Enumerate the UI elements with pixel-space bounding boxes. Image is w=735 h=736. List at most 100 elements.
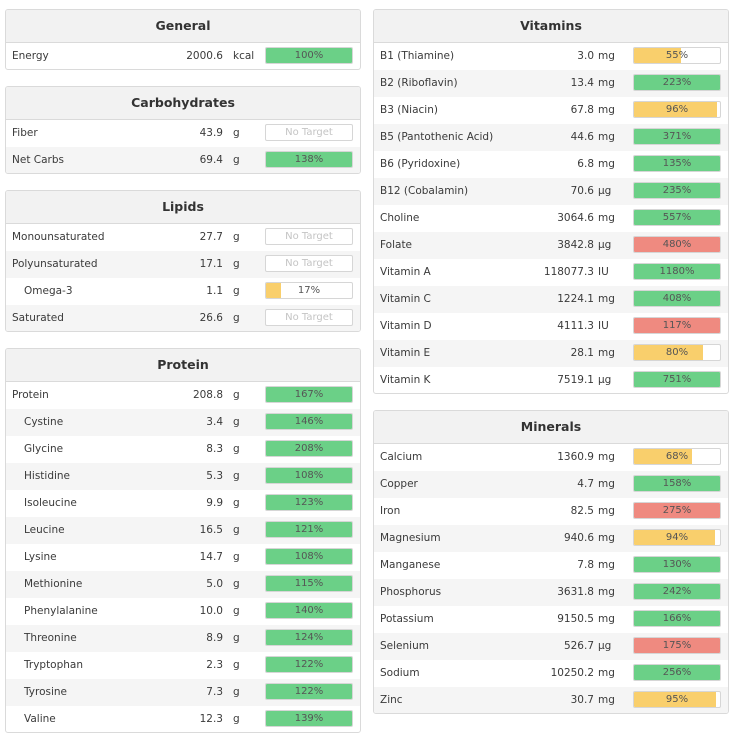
nutrient-name: Polyunsaturated	[12, 258, 98, 270]
nutrient-row-choline[interactable]: Choline 3064.6 mg 557%	[374, 205, 728, 232]
progress-fill	[266, 152, 352, 167]
progress-fill	[266, 283, 281, 298]
nutrient-row-saturated[interactable]: Saturated 26.6 g No Target	[6, 305, 360, 331]
percent-label: 130%	[662, 559, 692, 570]
nutrient-unit: µg	[598, 374, 612, 386]
nutrient-unit: g	[233, 389, 240, 401]
nutrient-row-omega-3[interactable]: Omega-3 1.1 g 17%	[6, 278, 360, 305]
nutrient-unit: g	[233, 578, 240, 590]
percent-label: 751%	[662, 374, 692, 385]
nutrient-name: Energy	[12, 50, 49, 62]
percent-label: 94%	[665, 532, 689, 543]
nutrient-row-phenylalanine[interactable]: Phenylalanine 10.0 g 140%	[6, 598, 360, 625]
minerals-title: Minerals	[374, 411, 728, 444]
nutrient-name: Monounsaturated	[12, 231, 105, 243]
progress-fill	[634, 48, 682, 63]
nutrient-amount: 30.7	[570, 694, 594, 706]
nutrient-amount: 13.4	[570, 77, 594, 89]
nutrient-row-b6-pyridoxine[interactable]: B6 (Pyridoxine) 6.8 mg 135%	[374, 151, 728, 178]
nutrient-row-cystine[interactable]: Cystine 3.4 g 146%	[6, 409, 360, 436]
nutrient-name: Leucine	[24, 524, 65, 536]
nutrient-row-b5-pantothenic-acid[interactable]: B5 (Pantothenic Acid) 44.6 mg 371%	[374, 124, 728, 151]
nutrient-row-b12-cobalamin[interactable]: B12 (Cobalamin) 70.6 µg 235%	[374, 178, 728, 205]
nutrient-name: Threonine	[24, 632, 77, 644]
nutrient-row-potassium[interactable]: Potassium 9150.5 mg 166%	[374, 606, 728, 633]
nutrient-row-glycine[interactable]: Glycine 8.3 g 208%	[6, 436, 360, 463]
nutrient-row-magnesium[interactable]: Magnesium 940.6 mg 94%	[374, 525, 728, 552]
nutrient-amount: 28.1	[570, 347, 594, 359]
nutrient-amount: 3064.6	[557, 212, 594, 224]
nutrient-amount: 82.5	[570, 505, 594, 517]
nutrient-row-vitamin-a[interactable]: Vitamin A 118077.3 IU 1180%	[374, 259, 728, 286]
nutrient-row-selenium[interactable]: Selenium 526.7 µg 175%	[374, 633, 728, 660]
target-progress-bar: 122%	[265, 656, 353, 673]
nutrient-row-iron[interactable]: Iron 82.5 mg 275%	[374, 498, 728, 525]
nutrient-row-polyunsaturated[interactable]: Polyunsaturated 17.1 g No Target	[6, 251, 360, 278]
nutrient-row-vitamin-k[interactable]: Vitamin K 7519.1 µg 751%	[374, 367, 728, 393]
nutrient-name: Protein	[12, 389, 49, 401]
nutrient-row-manganese[interactable]: Manganese 7.8 mg 130%	[374, 552, 728, 579]
progress-fill	[634, 584, 720, 599]
nutrient-row-vitamin-d[interactable]: Vitamin D 4111.3 IU 117%	[374, 313, 728, 340]
nutrient-row-histidine[interactable]: Histidine 5.3 g 108%	[6, 463, 360, 490]
nutrient-row-fiber[interactable]: Fiber 43.9 g No Target	[6, 120, 360, 147]
nutrient-unit: mg	[598, 478, 615, 490]
nutrient-row-energy[interactable]: Energy 2000.6 kcal 100%	[6, 43, 360, 69]
nutrient-name: Fiber	[12, 127, 38, 139]
nutrient-row-phosphorus[interactable]: Phosphorus 3631.8 mg 242%	[374, 579, 728, 606]
nutrient-name: Sodium	[380, 667, 420, 679]
nutrient-row-tryptophan[interactable]: Tryptophan 2.3 g 122%	[6, 652, 360, 679]
progress-fill	[266, 387, 352, 402]
nutrient-amount: 3.4	[206, 416, 223, 428]
percent-label: 55%	[665, 50, 689, 61]
minerals-rows: Calcium 1360.9 mg 68% Copper 4.7 mg 158% Iron 82.…	[374, 444, 728, 713]
target-progress-bar: No Target	[265, 309, 353, 326]
nutrient-name: Valine	[24, 713, 56, 725]
target-progress-bar: 100%	[265, 47, 353, 64]
nutrient-amount: 940.6	[563, 532, 594, 544]
progress-fill	[266, 495, 352, 510]
nutrient-row-zinc[interactable]: Zinc 30.7 mg 95%	[374, 687, 728, 713]
progress-fill	[634, 318, 720, 333]
percent-label: 100%	[294, 50, 324, 61]
nutrient-row-tyrosine[interactable]: Tyrosine 7.3 g 122%	[6, 679, 360, 706]
nutrient-row-calcium[interactable]: Calcium 1360.9 mg 68%	[374, 444, 728, 471]
nutrient-row-valine[interactable]: Valine 12.3 g 139%	[6, 706, 360, 732]
progress-fill	[266, 468, 352, 483]
progress-fill	[266, 549, 352, 564]
nutrient-row-isoleucine[interactable]: Isoleucine 9.9 g 123%	[6, 490, 360, 517]
progress-fill	[634, 291, 720, 306]
nutrient-row-vitamin-c[interactable]: Vitamin C 1224.1 mg 408%	[374, 286, 728, 313]
nutrient-row-monounsaturated[interactable]: Monounsaturated 27.7 g No Target	[6, 224, 360, 251]
target-progress-bar: 146%	[265, 413, 353, 430]
nutrient-row-vitamin-e[interactable]: Vitamin E 28.1 mg 80%	[374, 340, 728, 367]
general-rows: Energy 2000.6 kcal 100%	[6, 43, 360, 69]
nutrient-row-b1-thiamine[interactable]: B1 (Thiamine) 3.0 mg 55%	[374, 43, 728, 70]
nutrient-name: B3 (Niacin)	[380, 104, 438, 116]
target-progress-bar: 121%	[265, 521, 353, 538]
nutrient-row-copper[interactable]: Copper 4.7 mg 158%	[374, 471, 728, 498]
nutrient-row-sodium[interactable]: Sodium 10250.2 mg 256%	[374, 660, 728, 687]
target-progress-bar: 140%	[265, 602, 353, 619]
nutrient-unit: IU	[598, 320, 609, 332]
nutrient-row-leucine[interactable]: Leucine 16.5 g 121%	[6, 517, 360, 544]
target-progress-bar: 80%	[633, 344, 721, 361]
nutrient-row-b2-riboflavin[interactable]: B2 (Riboflavin) 13.4 mg 223%	[374, 70, 728, 97]
nutrient-name: Copper	[380, 478, 418, 490]
nutrient-amount: 1224.1	[557, 293, 594, 305]
percent-label: 480%	[662, 239, 692, 250]
percent-label: 1180%	[659, 266, 695, 277]
nutrient-amount: 10250.2	[550, 667, 594, 679]
nutrient-unit: mg	[598, 104, 615, 116]
nutrient-row-lysine[interactable]: Lysine 14.7 g 108%	[6, 544, 360, 571]
nutrient-row-threonine[interactable]: Threonine 8.9 g 124%	[6, 625, 360, 652]
nutrient-unit: kcal	[233, 50, 255, 62]
nutrient-row-methionine[interactable]: Methionine 5.0 g 115%	[6, 571, 360, 598]
nutrient-row-b3-niacin[interactable]: B3 (Niacin) 67.8 mg 96%	[374, 97, 728, 124]
nutrient-row-net-carbs[interactable]: Net Carbs 69.4 g 138%	[6, 147, 360, 173]
nutrient-row-protein[interactable]: Protein 208.8 g 167%	[6, 382, 360, 409]
nutrient-row-folate[interactable]: Folate 3842.8 µg 480%	[374, 232, 728, 259]
progress-fill	[634, 129, 720, 144]
percent-label: 166%	[662, 613, 692, 624]
nutrient-name: Net Carbs	[12, 154, 64, 166]
